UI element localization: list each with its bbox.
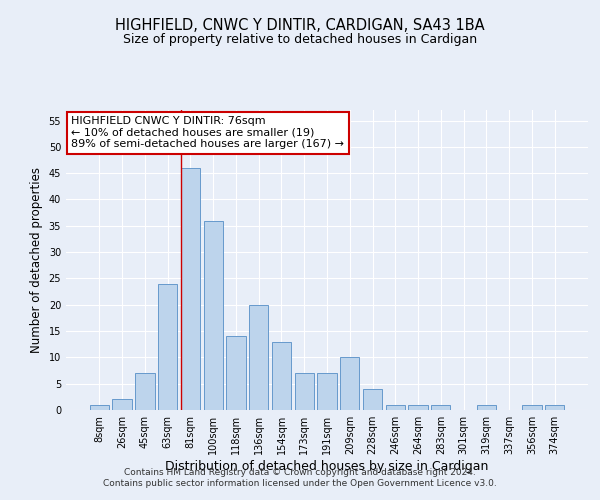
Bar [135, 373, 155, 410]
Y-axis label: Number of detached properties: Number of detached properties [30, 167, 43, 353]
Bar [295, 373, 314, 410]
Bar [522, 404, 542, 410]
Bar [409, 404, 428, 410]
Bar [249, 304, 268, 410]
Bar [317, 373, 337, 410]
Text: HIGHFIELD CNWC Y DINTIR: 76sqm
← 10% of detached houses are smaller (19)
89% of : HIGHFIELD CNWC Y DINTIR: 76sqm ← 10% of … [71, 116, 344, 149]
Bar [272, 342, 291, 410]
Text: HIGHFIELD, CNWC Y DINTIR, CARDIGAN, SA43 1BA: HIGHFIELD, CNWC Y DINTIR, CARDIGAN, SA43… [115, 18, 485, 32]
Bar [112, 400, 132, 410]
Bar [476, 404, 496, 410]
Bar [158, 284, 178, 410]
Bar [545, 404, 564, 410]
Bar [226, 336, 245, 410]
Bar [203, 220, 223, 410]
Bar [431, 404, 451, 410]
X-axis label: Distribution of detached houses by size in Cardigan: Distribution of detached houses by size … [166, 460, 488, 473]
Bar [386, 404, 405, 410]
Bar [340, 358, 359, 410]
Bar [90, 404, 109, 410]
Text: Contains HM Land Registry data © Crown copyright and database right 2024.
Contai: Contains HM Land Registry data © Crown c… [103, 468, 497, 487]
Text: Size of property relative to detached houses in Cardigan: Size of property relative to detached ho… [123, 32, 477, 46]
Bar [363, 389, 382, 410]
Bar [181, 168, 200, 410]
